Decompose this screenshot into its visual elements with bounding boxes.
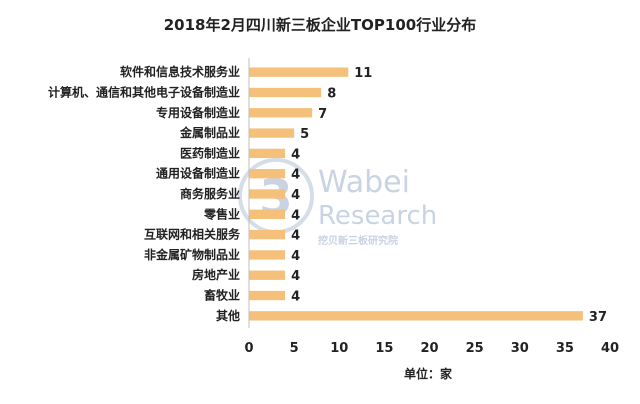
bar — [249, 67, 349, 77]
x-tick-label: 0 — [244, 341, 253, 356]
bars — [249, 67, 583, 321]
category-label: 互联网和相关服务 — [144, 227, 241, 242]
data-label: 37 — [589, 310, 607, 325]
bar — [249, 270, 286, 280]
watermark-brand-line2: Research — [318, 201, 437, 231]
category-label: 非金属矿物制品业 — [144, 247, 240, 262]
bar — [249, 148, 286, 159]
x-tick-label: 10 — [330, 341, 348, 356]
x-tick-label: 5 — [290, 341, 299, 356]
category-label: 其他 — [216, 308, 240, 323]
bar — [249, 189, 286, 199]
data-label: 8 — [327, 86, 336, 101]
x-tick-label: 15 — [375, 341, 393, 356]
bar — [249, 169, 286, 179]
bar — [249, 250, 286, 260]
category-label: 软件和信息技术服务业 — [120, 64, 240, 79]
x-tick-label: 25 — [466, 341, 484, 356]
data-label: 4 — [291, 188, 300, 203]
data-label: 4 — [291, 229, 300, 244]
category-label: 专用设备制造业 — [156, 105, 240, 120]
data-label: 4 — [291, 269, 300, 284]
x-tick-label: 20 — [420, 341, 438, 356]
x-tick-labels: 0 5 10 15 20 25 30 35 40 — [244, 341, 619, 356]
bar — [249, 128, 295, 138]
data-label: 7 — [318, 107, 327, 122]
x-axis-label: 单位：家 — [404, 366, 453, 381]
data-label: 4 — [291, 208, 300, 223]
category-label: 房地产业 — [192, 267, 240, 282]
data-label: 5 — [300, 127, 309, 142]
bar — [249, 87, 322, 98]
data-label: 4 — [291, 290, 300, 305]
data-label: 11 — [354, 66, 372, 81]
bar — [249, 108, 313, 118]
category-label: 医药制造业 — [180, 145, 240, 160]
watermark-brand: Wabei — [318, 165, 410, 200]
category-label: 商务服务业 — [180, 186, 240, 201]
category-label: 通用设备制造业 — [156, 166, 240, 181]
bar — [249, 311, 583, 321]
category-label: 零售业 — [203, 206, 240, 221]
bar — [249, 209, 286, 219]
chart-title: 2018年2月四川新三板企业TOP100行业分布 — [164, 16, 476, 34]
data-label: 4 — [291, 168, 300, 183]
data-label: 4 — [291, 147, 300, 162]
x-tick-label: 40 — [601, 341, 619, 356]
category-labels: 软件和信息技术服务业计算机、通信和其他电子设备制造业专用设备制造业金属制品业医药… — [48, 64, 241, 323]
x-tick-label: 30 — [511, 341, 529, 356]
x-tick-label: 35 — [556, 341, 574, 356]
data-label: 4 — [291, 249, 300, 264]
bar — [249, 229, 286, 240]
category-label: 计算机、通信和其他电子设备制造业 — [48, 84, 240, 99]
category-label: 金属制品业 — [179, 125, 240, 140]
watermark-tagline: 挖贝新三板研究院 — [318, 234, 398, 247]
category-label: 畜牧业 — [204, 288, 240, 303]
bar — [249, 290, 286, 301]
